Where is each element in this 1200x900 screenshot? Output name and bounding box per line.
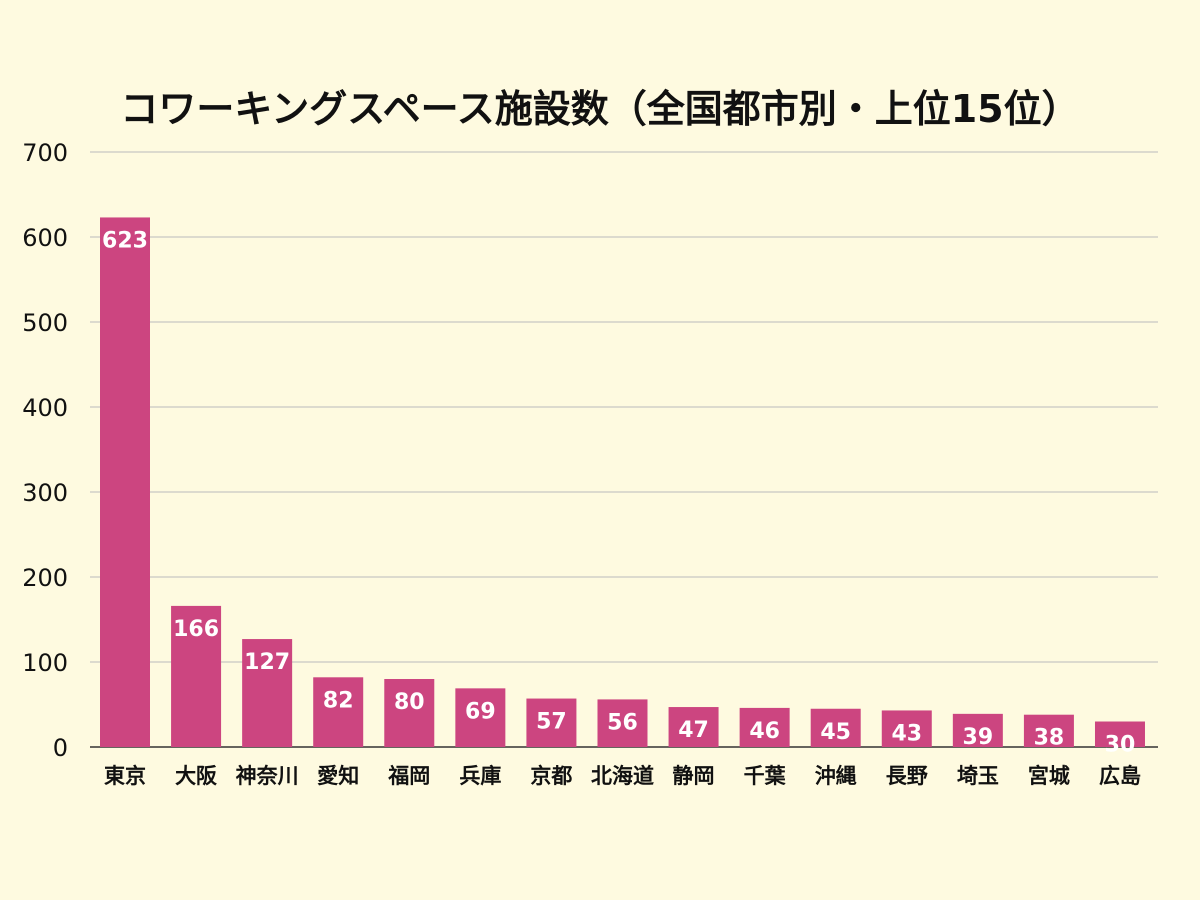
x-tick-label: 京都 — [530, 764, 572, 788]
bar — [455, 688, 506, 747]
data-label: 45 — [820, 720, 851, 745]
bar — [1023, 714, 1074, 747]
data-label: 30 — [1105, 733, 1136, 758]
bar — [881, 710, 932, 747]
y-tick-label: 300 — [22, 479, 68, 507]
x-tick-label: 静岡 — [673, 764, 715, 788]
data-label: 57 — [536, 710, 567, 735]
x-tick-label: 埼玉 — [957, 764, 999, 788]
data-label: 39 — [963, 725, 994, 750]
bar — [242, 639, 293, 747]
bar — [313, 677, 364, 747]
y-tick-label: 200 — [22, 564, 68, 592]
y-tick-label: 600 — [22, 224, 68, 252]
data-label: 38 — [1034, 726, 1065, 751]
bar — [526, 698, 577, 747]
bar — [952, 713, 1003, 747]
y-tick-label: 0 — [53, 734, 68, 762]
y-tick-label: 100 — [22, 649, 68, 677]
y-tick-label: 500 — [22, 309, 68, 337]
y-tick-label: 700 — [22, 139, 68, 167]
data-label: 82 — [323, 688, 354, 713]
x-tick-label: 沖縄 — [815, 764, 857, 788]
x-tick-label: 神奈川 — [236, 764, 299, 788]
chart-title: コワーキングスペース施設数（全国都市別・上位15位） — [120, 87, 1080, 131]
x-tick-label: 大阪 — [175, 764, 218, 788]
x-tick-label: 北海道 — [591, 764, 654, 788]
x-tick-label: 愛知 — [317, 764, 359, 788]
bar — [384, 679, 435, 747]
data-label: 69 — [465, 699, 496, 724]
data-label: 623 — [102, 228, 148, 253]
data-label: 46 — [749, 719, 780, 744]
x-tick-label: 兵庫 — [459, 764, 501, 788]
y-tick-label: 400 — [22, 394, 68, 422]
data-label: 43 — [891, 721, 922, 746]
bar — [597, 699, 648, 747]
x-tick-label: 千葉 — [744, 764, 787, 788]
bar — [1094, 721, 1145, 747]
x-tick-label: 広島 — [1099, 764, 1141, 788]
data-label: 56 — [607, 710, 638, 735]
data-label: 80 — [394, 690, 425, 715]
data-label: 166 — [173, 617, 219, 642]
data-label: 127 — [244, 650, 290, 675]
bar — [739, 707, 790, 747]
bar — [810, 708, 861, 747]
x-tick-label: 宮城 — [1028, 764, 1070, 788]
bar — [100, 217, 150, 747]
bar — [171, 605, 222, 747]
bar — [668, 707, 719, 747]
data-label: 47 — [678, 718, 709, 743]
x-tick-label: 長野 — [886, 764, 928, 788]
x-tick-label: 東京 — [104, 764, 146, 788]
x-tick-label: 福岡 — [387, 764, 430, 788]
